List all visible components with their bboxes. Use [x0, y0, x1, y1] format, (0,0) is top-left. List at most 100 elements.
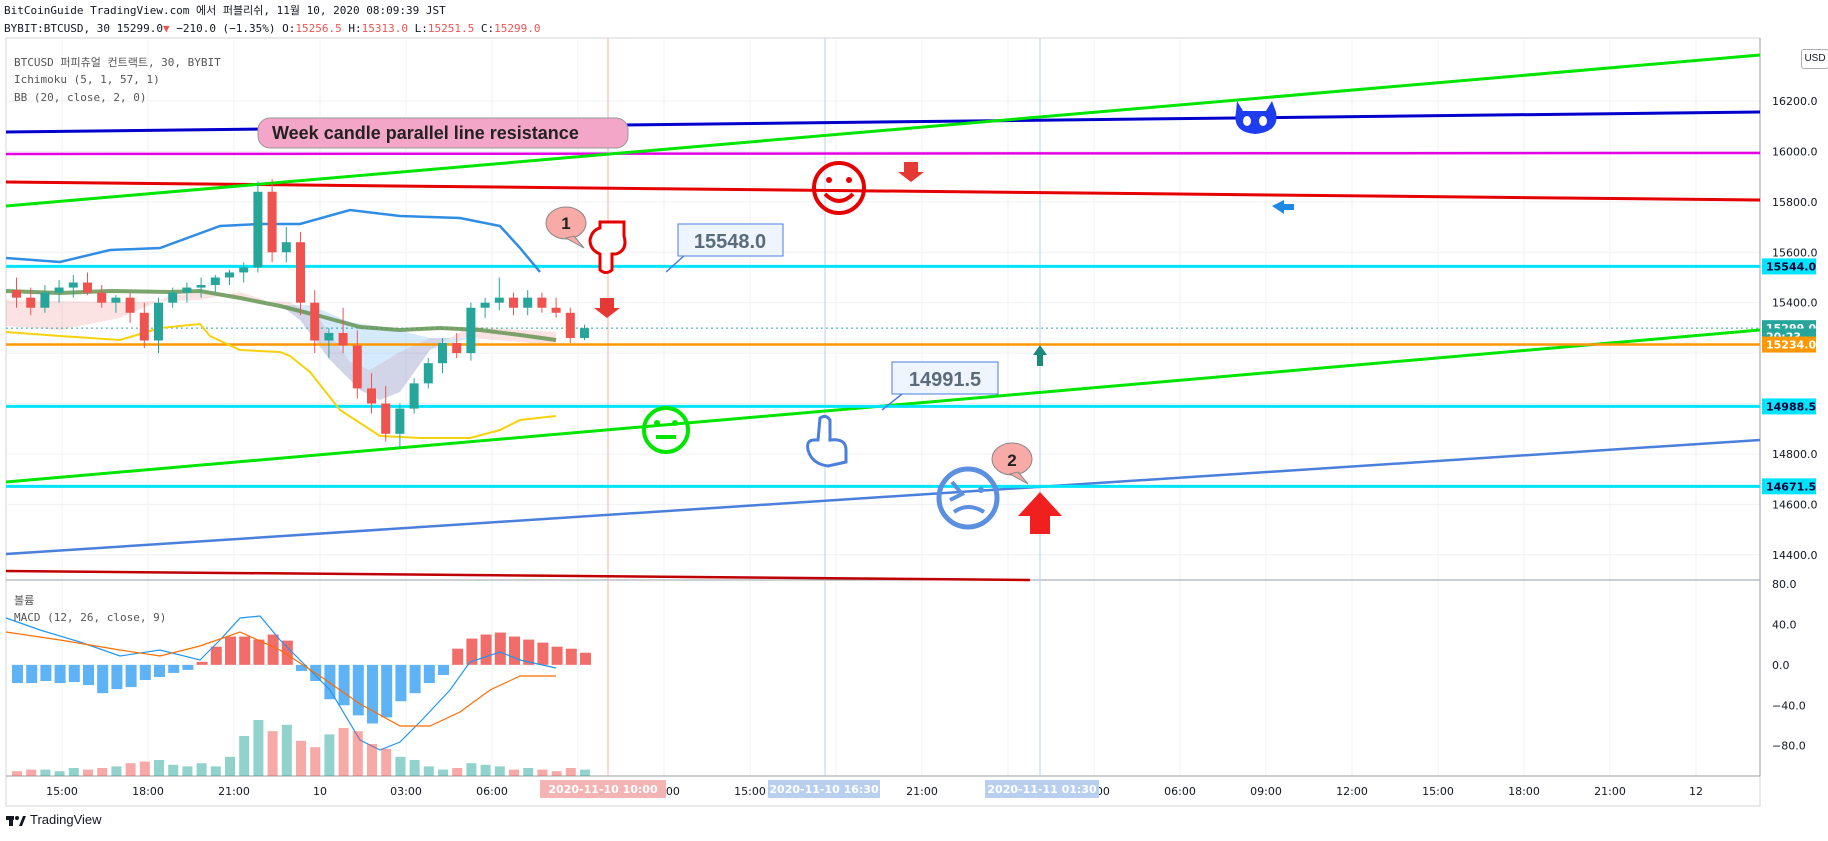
volume-bar [210, 766, 221, 776]
smiley-confused-icon[interactable] [936, 466, 1000, 530]
volume-bar [310, 747, 321, 776]
volume-bar [68, 768, 79, 776]
x-tick-label: 21:00 [1594, 785, 1626, 798]
annotations: Week candle parallel line resistance 155… [257, 101, 1294, 534]
bubble-1[interactable] [545, 206, 587, 240]
macd-pane [5, 615, 591, 751]
banner-text: Week candle parallel line resistance [272, 123, 579, 143]
macd-histogram-bar [324, 664, 336, 700]
y-tick-label: 14600.0 [1772, 498, 1818, 511]
volume-bar [509, 769, 519, 776]
trend-lines [5, 53, 1761, 582]
macd-histogram-bar [367, 664, 378, 724]
candle-body [423, 363, 433, 384]
volume-legend[interactable]: 볼륨 [14, 594, 35, 607]
callout-high-text: 15548.0 [694, 231, 766, 253]
volume-bar [565, 768, 576, 776]
down-arrow-icon: ▼ [162, 22, 170, 35]
macd-histogram-bar [565, 648, 577, 665]
volume-bar [26, 769, 37, 776]
candle-body [125, 297, 135, 313]
down-arrow-icon[interactable] [898, 162, 924, 182]
pointing-up-hand-icon[interactable] [806, 414, 848, 468]
macd-histogram-bar [551, 646, 563, 665]
down-arrow-icon[interactable] [594, 298, 620, 318]
volume-bar [537, 769, 548, 776]
macd-histogram-bar [423, 664, 435, 684]
volume-bar [281, 724, 292, 776]
candle-body [97, 292, 107, 303]
macd-histogram-bar [154, 664, 165, 677]
up-arrow-icon[interactable] [1018, 492, 1062, 534]
high-label: H: [348, 22, 362, 35]
callout-low[interactable] [891, 361, 999, 395]
trend-line-red-lower [5, 569, 1031, 582]
macd-histogram-bar [253, 639, 265, 665]
candle-body [580, 328, 589, 338]
volume-bar [367, 744, 377, 776]
open-label: O: [282, 22, 296, 35]
currency-button[interactable]: USD [1801, 49, 1828, 69]
macd-histogram-bar [480, 634, 492, 665]
candle-body [239, 267, 249, 273]
symbol-legend[interactable]: BTCUSD 퍼피츄얼 컨트랙트, 30, BYBIT [14, 56, 221, 69]
banner-box[interactable] [257, 117, 629, 149]
candle-body [509, 297, 518, 308]
macd-histogram-bar [523, 639, 535, 665]
smiley-happy-icon[interactable] [812, 161, 866, 215]
up-arrow-icon[interactable] [1033, 345, 1047, 366]
cloud-bear [6, 292, 556, 400]
candle-body [54, 287, 64, 293]
bb-legend[interactable]: BB (20, close, 2, 0) [14, 91, 147, 104]
x-tick-label: 10 [313, 785, 327, 798]
volume-bar [381, 748, 392, 776]
high-value: 15313.0 [361, 22, 409, 35]
macd-histogram-bar [111, 664, 123, 690]
volume-bar [40, 769, 51, 776]
macd-legend[interactable]: MACD (12, 26, close, 9) [14, 611, 167, 624]
candle-body [68, 282, 78, 288]
time-tag [985, 780, 1099, 798]
candle-body [196, 285, 206, 288]
macd-histogram-bar [296, 664, 307, 671]
candle-body [324, 332, 334, 341]
volume-bar [338, 728, 349, 776]
candle-body [12, 290, 21, 298]
brand-label: TradingView [30, 812, 102, 827]
volume-bar [253, 720, 264, 776]
y-tick-label: 14800.0 [1772, 448, 1818, 461]
macd-tick-label: −80.0 [1772, 740, 1806, 753]
macd-histogram-bar [139, 664, 151, 681]
macd-histogram-bar [196, 661, 208, 665]
volume-bars [12, 720, 590, 776]
ichimoku-cloud [6, 292, 556, 400]
volume-bar [423, 766, 434, 776]
footer-brand[interactable]: TradingView [6, 812, 102, 827]
tradingview-logo-icon [6, 815, 26, 826]
left-arrow-icon[interactable] [1272, 200, 1294, 214]
y-tick-label: 16000.0 [1772, 145, 1818, 158]
candle-body [438, 343, 447, 364]
macd-histogram-bar [537, 642, 549, 665]
cat-icon[interactable] [1235, 101, 1277, 134]
price-tag-label: 15544.0 [1766, 260, 1816, 273]
macd-histogram-bar [68, 664, 80, 683]
volume-bar [409, 760, 420, 776]
macd-histogram-bar [466, 638, 478, 665]
macd-histogram-bar [40, 664, 52, 682]
callout-high[interactable] [677, 223, 784, 257]
low-label: L: [414, 22, 428, 35]
volume-bar [225, 756, 235, 776]
pointing-down-hand-icon[interactable] [588, 220, 627, 274]
y-tick-label: 15800.0 [1772, 196, 1818, 209]
price-change: −210.0 (−1.35%) [176, 22, 276, 35]
x-tick-label: 09:00 [1250, 785, 1282, 798]
volume-bar [83, 769, 93, 776]
smiley-neutral-icon[interactable] [642, 406, 690, 454]
macd-histogram-bar [381, 664, 393, 718]
ichimoku-legend[interactable]: Ichimoku (5, 1, 57, 1) [14, 73, 160, 86]
horizontal-line-magenta [5, 151, 1761, 156]
volume-bar [523, 768, 534, 776]
